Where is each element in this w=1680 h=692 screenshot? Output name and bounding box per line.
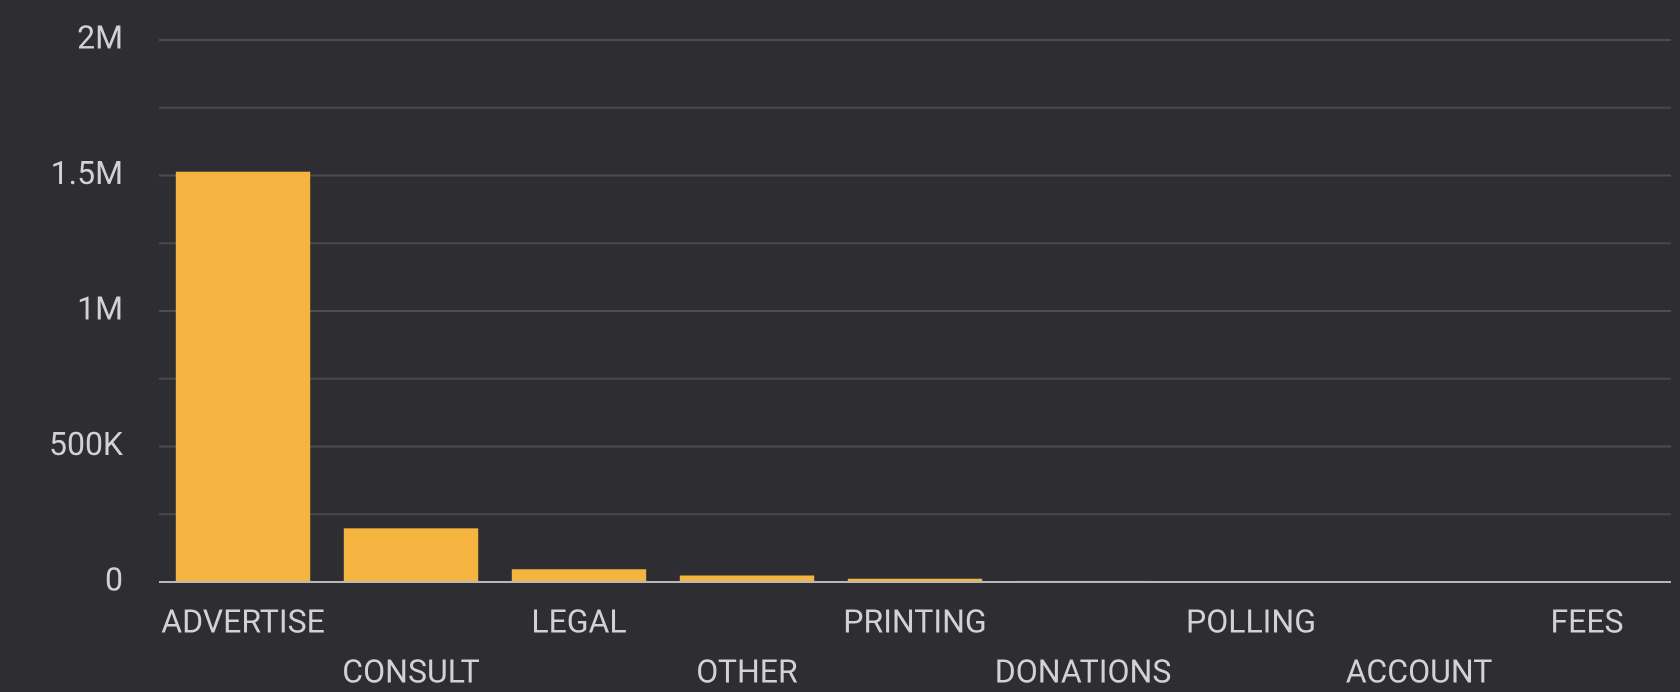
x-tick-label: FEES xyxy=(1550,602,1623,640)
y-tick-label: 500K xyxy=(49,425,124,463)
bar xyxy=(511,569,647,582)
x-tick-label: ADVERTISE xyxy=(161,602,325,640)
y-tick-label: 0 xyxy=(105,560,123,598)
y-tick-label: 1M xyxy=(77,289,123,327)
y-tick-label: 1.5M xyxy=(51,154,123,192)
bar xyxy=(343,528,479,582)
x-tick-label: DONATIONS xyxy=(995,652,1172,690)
x-tick-label: LEGAL xyxy=(531,602,626,640)
x-tick-label: POLLING xyxy=(1186,602,1316,640)
x-tick-label: OTHER xyxy=(696,652,798,690)
bar xyxy=(847,578,983,582)
y-tick-label: 2M xyxy=(77,18,123,56)
x-tick-label: ACCOUNT xyxy=(1346,652,1493,690)
bar xyxy=(679,575,815,582)
bar xyxy=(175,171,311,582)
x-tick-label: CONSULT xyxy=(342,652,479,690)
x-tick-label: PRINTING xyxy=(843,602,986,640)
